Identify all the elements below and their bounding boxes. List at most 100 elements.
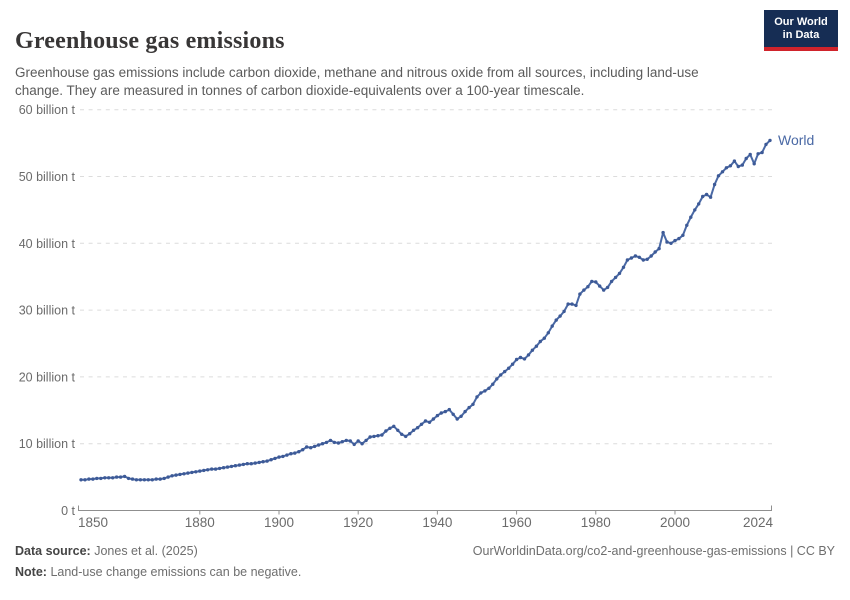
data-point [332,440,337,445]
data-point [225,465,230,469]
data-point [257,460,261,465]
data-point [550,324,554,328]
data-point [348,439,352,443]
data-point [221,466,226,470]
data-point [324,440,329,445]
data-point [661,230,665,235]
data-point [736,164,740,169]
data-point [202,468,206,473]
data-point [459,414,463,418]
data-point [91,477,95,481]
data-point [114,475,119,479]
owid-logo-line2: in Data [782,29,820,41]
y-tick-label: 20 billion t [19,370,76,384]
data-point [388,426,392,430]
chart-subtitle: Greenhouse gas emissions include carbon … [15,64,699,98]
data-point [499,373,503,377]
data-point [689,215,693,219]
data-point [538,339,542,344]
data-point [87,477,91,481]
data-point [534,344,539,348]
data-point [724,166,729,170]
data-point [673,238,677,243]
data-point [621,265,626,269]
data-point [507,366,511,370]
data-point [309,446,313,450]
data-point [748,152,752,157]
data-point [613,275,618,280]
data-point [653,250,657,254]
data-point [265,459,269,463]
data-point [364,438,368,443]
y-tick-label: 10 billion t [19,437,76,451]
x-tick-label: 1920 [343,515,373,530]
data-point [566,302,570,306]
data-point [305,445,309,449]
x-axis [78,505,772,515]
data-point [479,391,483,395]
data-point [463,409,467,414]
data-point [289,452,293,456]
y-tick-label: 50 billion t [19,170,76,184]
data-point [198,469,202,473]
data-point [677,236,681,241]
data-point [281,454,285,459]
data-point [162,476,166,481]
data-point [372,434,376,439]
chart-note: Note: Land-use change emissions can be n… [15,565,301,579]
data-point [419,422,424,426]
chart-url[interactable]: OurWorldinData.org/co2-and-greenhouse-ga… [472,544,835,558]
data-point [649,254,653,258]
data-point [669,241,673,245]
owid-logo-line1: Our World [774,16,828,28]
data-point [708,195,713,199]
data-point [704,192,709,197]
data-point [376,434,380,438]
data-point [158,477,162,481]
data-point [522,357,527,361]
data-point [253,461,257,465]
data-point [293,451,297,455]
data-point [392,424,396,428]
data-point [558,314,562,318]
owid-logo[interactable]: Our World in Data [764,10,838,51]
data-point [138,478,143,482]
data-point [206,468,210,472]
data-point [213,467,218,471]
data-point [467,405,471,410]
world-series[interactable]: World [79,132,814,482]
data-point [174,473,178,477]
data-point [237,463,242,467]
data-point [760,150,764,155]
data-point [336,441,341,445]
data-point [681,233,685,237]
data-point [752,162,756,166]
data-point [582,288,586,292]
data-point [111,476,115,480]
data-point [526,353,531,357]
data-point [99,476,103,481]
data-point [107,476,111,480]
x-tick-label: 1940 [422,515,452,530]
data-point [720,170,725,174]
data-point [241,462,246,467]
data-point [261,460,265,464]
data-point [443,409,447,414]
data-point [435,413,440,418]
data-point [530,348,535,352]
data-point [633,254,638,258]
data-point [697,202,701,206]
data-point [586,285,590,289]
data-point [605,285,610,290]
data-point [574,303,578,308]
data-point [518,355,523,360]
data-point [285,453,289,457]
x-tick-label: 1900 [264,515,294,530]
y-tick-label: 30 billion t [19,304,76,318]
data-point [503,369,507,374]
data-point [427,420,432,424]
data-point [269,458,273,462]
data-point [514,357,519,362]
